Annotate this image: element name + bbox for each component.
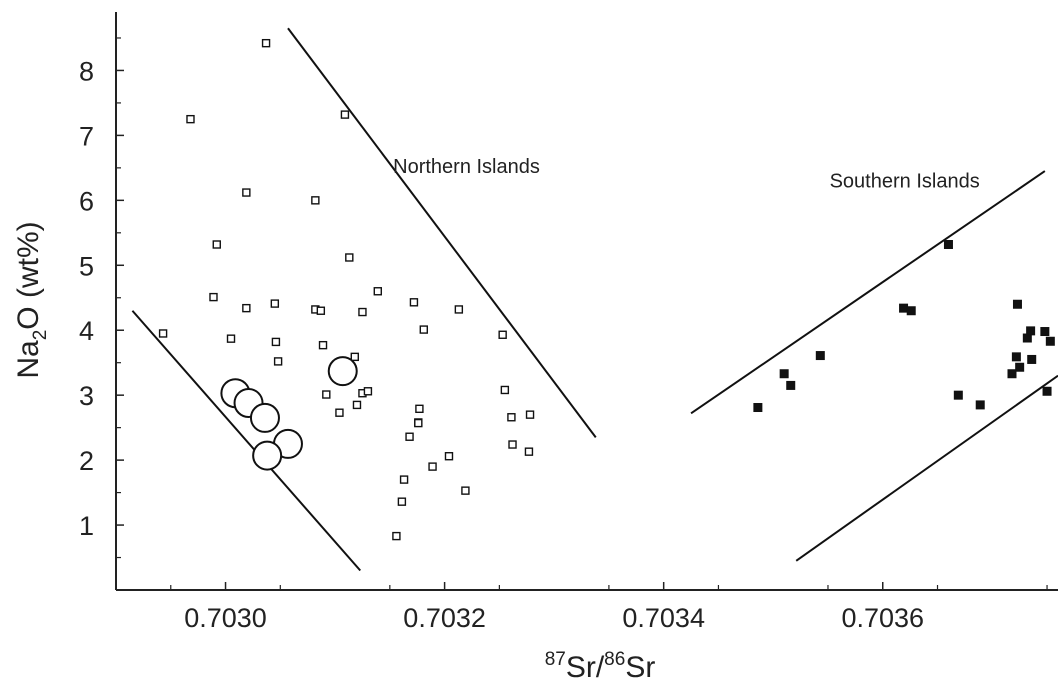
open-square-point [273,357,283,366]
filled-square-point [1042,386,1052,396]
open-square-point [335,408,344,417]
trend-line [690,170,1046,415]
open-square-point [415,404,424,414]
y-tick-label: 2 [79,446,94,476]
filled-square-point [1045,336,1055,346]
filled-square-point [1040,327,1050,337]
open-square-point [311,196,320,205]
open-square-point [340,110,350,119]
x-axis-ticks: 0.7030 0.7032 0.7034 0.7036 [170,582,1048,633]
trend-line [287,27,597,438]
open-square-point [209,292,218,302]
open-square-point [352,400,362,410]
open-square-point [419,325,428,334]
open-square-point [261,38,271,48]
open-square-point [507,413,516,422]
filled-square-point [753,403,763,413]
open-square-point [461,486,470,495]
open-square-point [242,303,251,313]
open-square-point [498,330,507,339]
x-axis-title-part1: Sr/ [566,651,605,684]
x-tick-label: 0.7032 [403,603,486,633]
open-square-point [444,452,454,461]
x-axis-title-sup2: 86 [604,649,625,670]
data-points [158,38,1055,541]
annotations: Northern Islands Southern Islands [393,156,980,192]
open-square-point [212,240,221,249]
filled-square-point [815,351,825,361]
trend-line [795,374,1058,562]
open-square-point [373,287,382,296]
filled-square-point [786,380,796,390]
open-square-point [316,306,326,315]
open-circle-point [327,356,358,387]
y-tick-label: 6 [79,186,94,216]
open-square-point [405,432,414,441]
filled-square-point [953,390,963,400]
filled-square-point [943,239,953,249]
filled-square-point [1026,326,1036,336]
y-axis-ticks: 1 2 3 4 5 6 7 8 [79,37,124,559]
open-square-point [226,334,236,343]
open-circle-point [252,440,283,471]
open-square-point [508,440,517,449]
y-axis-title-pre: Na [12,340,45,379]
x-axis-title-part2: Sr [625,651,655,684]
y-tick-label: 5 [79,251,94,281]
open-square-point [500,385,510,395]
y-tick-label: 3 [79,381,94,411]
open-square-point [392,531,401,541]
x-tick-label: 0.7034 [622,603,705,633]
open-square-point [399,475,409,484]
filled-square-point [899,303,909,313]
x-tick-label: 0.7036 [841,603,924,633]
x-axis-title-sup1: 87 [545,649,566,670]
filled-square-point [975,400,985,410]
y-tick-label: 4 [79,316,94,346]
open-square-point [271,337,281,347]
open-square-point [186,114,195,124]
open-square-point [414,418,423,428]
x-tick-label: 0.7030 [184,603,267,633]
filled-square-point [1012,299,1022,309]
filled-square-point [1007,369,1017,379]
filled-square-point [1027,354,1037,364]
filled-square-point [1015,362,1025,372]
open-circle-point [249,402,280,433]
plot-frame [115,12,1058,591]
y-axis-title: Na2O (wt%) [12,221,51,378]
open-square-point [318,340,328,350]
filled-square-point [779,369,789,379]
open-square-point [242,188,251,197]
open-square-point [525,410,535,419]
filled-square-point [1011,352,1021,362]
open-square-point [454,305,464,314]
open-square-point [397,497,407,506]
y-tick-label: 7 [79,121,94,151]
open-square-point [524,447,534,456]
open-square-point [322,390,331,399]
open-square-point [350,352,359,362]
open-square-point [363,387,373,396]
x-axis-title: 87Sr/86Sr [545,649,656,684]
annotation-label: Southern Islands [830,170,980,192]
trend-line [131,310,362,572]
y-axis-title-sub: 2 [30,330,51,341]
annotation-label: Northern Islands [393,156,540,178]
open-square-point [428,462,437,471]
filled-square-point [906,306,916,316]
open-square-point [270,299,280,308]
y-axis-title-post: O (wt%) [12,221,45,329]
y-tick-label: 1 [79,511,94,541]
open-square-point [158,329,168,338]
trend-lines [131,27,1058,572]
open-square-point [409,298,419,307]
open-square-point [358,307,367,317]
open-square-point [345,253,354,262]
y-tick-label: 8 [79,56,94,86]
